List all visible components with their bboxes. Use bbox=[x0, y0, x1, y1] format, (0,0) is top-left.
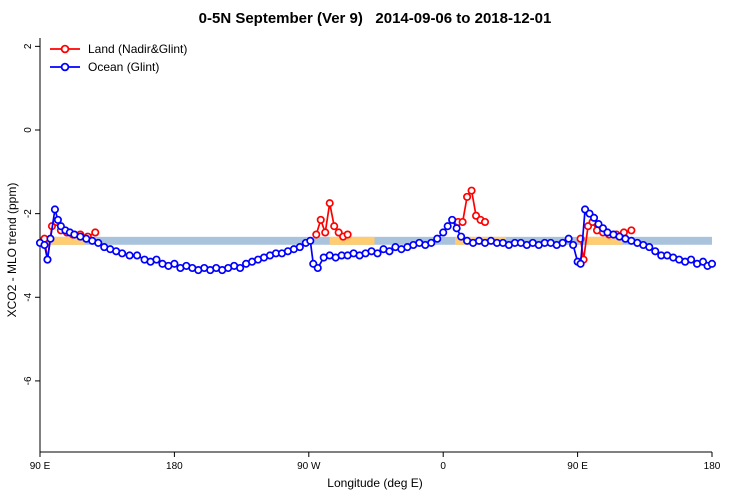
svg-text:180: 180 bbox=[704, 461, 721, 472]
x-axis-label: Longitude (deg E) bbox=[327, 476, 423, 490]
svg-text:-6: -6 bbox=[23, 376, 34, 385]
svg-text:90 E: 90 E bbox=[30, 461, 51, 472]
land-series-marker-icon bbox=[50, 44, 80, 54]
legend-label-ocean: Ocean (Glint) bbox=[88, 60, 160, 74]
y-axis-label: XCO2 - MLO trend (ppm) bbox=[5, 182, 19, 318]
svg-text:-4: -4 bbox=[23, 292, 34, 301]
svg-text:2: 2 bbox=[23, 43, 34, 49]
legend-label-land: Land (Nadir&Glint) bbox=[88, 42, 188, 56]
legend-item-ocean: Ocean (Glint) bbox=[48, 58, 187, 76]
ocean-series-marker-icon bbox=[50, 62, 80, 72]
legend: Land (Nadir&Glint) Ocean (Glint) bbox=[48, 40, 187, 76]
svg-text:0: 0 bbox=[23, 127, 34, 133]
land-legend-circle-icon bbox=[60, 44, 70, 54]
chart-title: 0-5N September (Ver 9) 2014-09-06 to 201… bbox=[198, 10, 552, 27]
ocean-legend-circle-icon bbox=[60, 62, 70, 72]
svg-text:90 E: 90 E bbox=[567, 461, 588, 472]
legend-item-land: Land (Nadir&Glint) bbox=[48, 40, 187, 58]
svg-text:-2: -2 bbox=[23, 209, 34, 218]
svg-text:90 W: 90 W bbox=[297, 461, 321, 472]
svg-text:180: 180 bbox=[166, 461, 183, 472]
svg-text:0: 0 bbox=[440, 461, 446, 472]
